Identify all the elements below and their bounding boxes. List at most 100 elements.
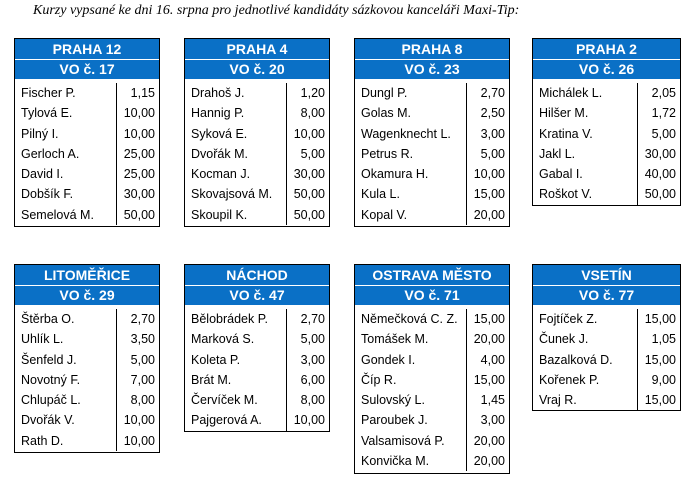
candidate-row: Valsamisová P. 20,00 (355, 430, 509, 452)
odds-value: 15,00 (466, 184, 505, 205)
candidate-name: Marková S. (191, 332, 255, 347)
constituency-number: VO č. 23 (355, 59, 509, 79)
candidate-name: Petrus R. (361, 146, 414, 161)
candidate-row: Dobšík F. 30,00 (15, 184, 159, 205)
constituency-number: VO č. 29 (15, 285, 159, 305)
candidate-name: Štěrba O. (21, 312, 75, 326)
candidate-row: Kocman J. 30,00 (185, 164, 329, 185)
odds-value: 3,50 (116, 329, 155, 350)
candidate-row: Dungl P. 2,70 (355, 83, 509, 104)
candidate-name: Jakl L. (539, 146, 576, 161)
candidate-row: Pajgerová A. 10,00 (185, 410, 329, 431)
district-card: PRAHA 8 VO č. 23 Dungl P. 2,70 Golas M. 2,50 W… (354, 38, 510, 227)
candidate-name: Skovajsová M. (191, 187, 273, 202)
odds-value: 8,00 (286, 103, 325, 124)
odds-value: 20,00 (466, 451, 505, 472)
candidate-row: Gondek I. 4,00 (355, 349, 509, 370)
constituency-number: VO č. 17 (15, 59, 159, 79)
candidate-name: Michálek L. (539, 86, 603, 100)
odds-value: 10,00 (116, 430, 155, 452)
candidate-name: Dvořák V. (21, 413, 75, 428)
district-card: PRAHA 12 VO č. 17 Fischer P. 1,15 Tylová E. 1… (14, 38, 160, 227)
candidate-row: Kopal V. 20,00 (355, 204, 509, 226)
candidate-name: Uhlík L. (21, 332, 64, 347)
odds-value: 2,50 (466, 103, 505, 124)
district-card: PRAHA 2 VO č. 26 Michálek L. 2,05 Hilšer M. 1… (532, 38, 681, 206)
odds-value: 50,00 (286, 204, 325, 226)
candidate-row: Novotný F. 7,00 (15, 369, 159, 391)
odds-value: 3,00 (466, 410, 505, 431)
candidate-name: Paroubek J. (361, 413, 428, 428)
candidate-name: Kratina V. (539, 126, 593, 141)
candidate-name: Konvička M. (361, 454, 430, 469)
candidate-row: Dvořák V. 10,00 (15, 410, 159, 431)
district-title: PRAHA 2 (533, 39, 680, 59)
candidate-row: Kratina V. 5,00 (533, 123, 680, 144)
odds-value: 10,00 (116, 103, 155, 124)
candidate-row: Chlupáč L. 8,00 (15, 390, 159, 411)
odds-list: Fischer P. 1,15 Tylová E. 10,00 Pilný I. 10,0… (15, 79, 159, 226)
candidate-row: Syková E. 10,00 (185, 123, 329, 144)
candidate-name: Roškot V. (539, 187, 593, 202)
candidate-row: Kula L. 15,00 (355, 184, 509, 205)
district-title: OSTRAVA MĚSTO (355, 265, 509, 285)
odds-list: Štěrba O. 2,70 Uhlík L. 3,50 Šenfeld J. 5,00 N… (15, 305, 159, 452)
candidate-row: Šenfeld J. 5,00 (15, 349, 159, 370)
caption: Kurzy vypsané ke dni 16. srpna pro jedno… (33, 3, 520, 18)
odds-list: Fojtíček Z. 15,00 Čunek J. 1,05 Bazalková D.… (533, 305, 680, 411)
district-title: VSETÍN (533, 265, 680, 285)
candidate-row: Hilšer M. 1,72 (533, 103, 680, 124)
district-card: NÁCHOD VO č. 47 Bělobrádek P. 2,70 Marková S… (184, 264, 330, 432)
odds-value: 2,70 (286, 309, 325, 330)
candidate-row: Okamura H. 10,00 (355, 164, 509, 185)
candidate-name: Číp R. (361, 372, 397, 387)
candidate-name: Hannig P. (191, 106, 245, 121)
district-card: OSTRAVA MĚSTO VO č. 71 Němečková C. Z. 15,0… (354, 264, 510, 474)
odds-value: 8,00 (116, 390, 155, 411)
district-title: PRAHA 8 (355, 39, 509, 59)
candidate-row: Štěrba O. 2,70 (15, 309, 159, 330)
candidate-name: Kula L. (361, 187, 400, 202)
odds-value: 15,00 (466, 309, 505, 330)
constituency-number: VO č. 20 (185, 59, 329, 79)
odds-value: 10,00 (466, 164, 505, 185)
odds-value: 1,15 (116, 83, 155, 104)
candidate-row: Tylová E. 10,00 (15, 103, 159, 124)
candidate-name: Semelová M. (21, 207, 94, 222)
odds-value: 5,00 (466, 143, 505, 165)
odds-value: 20,00 (466, 329, 505, 350)
odds-value: 4,00 (466, 349, 505, 370)
odds-value: 5,00 (286, 329, 325, 350)
odds-value: 2,70 (116, 309, 155, 330)
district-card: VSETÍN VO č. 77 Fojtíček Z. 15,00 Čunek J. 1,… (532, 264, 681, 411)
odds-value: 8,00 (286, 390, 325, 411)
odds-value: 50,00 (637, 184, 676, 205)
odds-value: 1,72 (637, 103, 676, 124)
candidate-name: Dungl P. (361, 86, 408, 100)
candidate-name: Kocman J. (191, 167, 251, 182)
candidate-name: Čunek J. (539, 332, 589, 347)
candidate-row: Vraj R. 15,00 (533, 390, 680, 411)
odds-value: 15,00 (466, 369, 505, 391)
odds-value: 7,00 (116, 369, 155, 391)
candidate-name: Bazalková D. (539, 352, 613, 367)
candidate-name: Fischer P. (21, 86, 76, 100)
odds-value: 2,05 (637, 83, 676, 104)
candidate-row: Dvořák M. 5,00 (185, 143, 329, 165)
candidate-row: Semelová M. 50,00 (15, 204, 159, 226)
candidate-name: Valsamisová P. (361, 433, 445, 448)
candidate-row: Wagenknecht L. 3,00 (355, 123, 509, 144)
candidate-name: Sulovský L. (361, 393, 425, 408)
odds-list: Drahoš J. 1,20 Hannig P. 8,00 Syková E. 10,00… (185, 79, 329, 226)
candidate-name: Gabal I. (539, 167, 583, 182)
odds-value: 3,00 (286, 349, 325, 370)
candidate-row: Brát M. 6,00 (185, 369, 329, 391)
odds-value: 20,00 (466, 204, 505, 226)
candidate-name: Pilný I. (21, 126, 59, 141)
candidate-name: Chlupáč L. (21, 393, 81, 408)
candidate-row: Konvička M. 20,00 (355, 451, 509, 472)
odds-list: Dungl P. 2,70 Golas M. 2,50 Wagenknecht L. 3,… (355, 79, 509, 226)
odds-value: 30,00 (116, 184, 155, 205)
candidate-name: Golas M. (361, 106, 412, 121)
candidate-name: Gondek I. (361, 352, 416, 367)
